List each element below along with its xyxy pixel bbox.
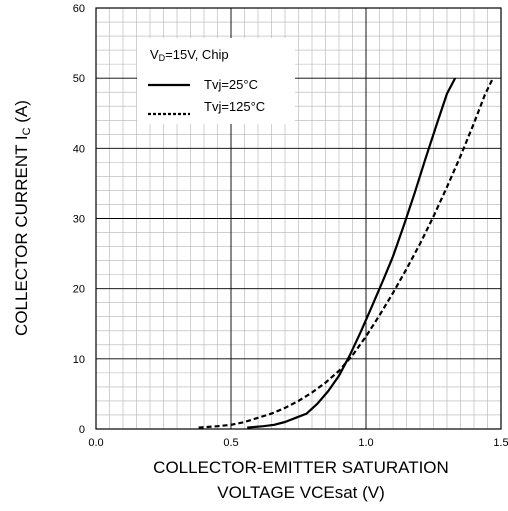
legend-label-125c: Tvj=125°C	[204, 99, 265, 114]
series-line-25c	[247, 77, 457, 429]
x-tick-label: 0.0	[88, 437, 103, 449]
x-tick-label: 0.5	[223, 437, 238, 449]
legend-label-25c: Tvj=25°C	[204, 77, 258, 92]
y-tick-label: 30	[73, 214, 85, 226]
legend-title-rest: =15V, Chip	[165, 47, 229, 62]
x-axis-title-line1: COLLECTOR-EMITTER SATURATION	[153, 458, 449, 477]
y-tick-labels: 0 10 20 30 40 50 60	[73, 3, 85, 436]
y-axis-title: COLLECTOR CURRENT IC (A)	[12, 100, 33, 336]
plot-frame	[95, 7, 502, 430]
y-tick-label: 20	[73, 284, 85, 296]
legend: VD=15V, Chip Tvj=25°C Tvj=125°C	[137, 38, 295, 124]
series-line-125c	[198, 77, 494, 429]
x-tick-label: 1.0	[358, 437, 373, 449]
legend-title: VD=15V, Chip	[150, 47, 229, 63]
x-tick-labels: 0.0 0.5 1.0 1.5	[88, 437, 508, 449]
y-axis-title-unit: (A)	[12, 100, 31, 127]
x-axis-title-line2: VOLTAGE VCEsat (V)	[217, 483, 385, 502]
y-tick-label: 50	[73, 73, 85, 85]
legend-box	[137, 38, 295, 124]
y-tick-label: 60	[73, 3, 85, 15]
legend-title-main: V	[150, 47, 159, 62]
y-tick-label: 10	[73, 354, 85, 366]
y-tick-label: 40	[73, 143, 85, 155]
series-layer	[198, 77, 494, 429]
y-axis-title-sub: C	[21, 127, 33, 135]
y-axis-title-main: COLLECTOR CURRENT I	[12, 135, 31, 336]
x-tick-label: 1.5	[493, 437, 508, 449]
legend-title-sub: D	[159, 53, 166, 63]
y-tick-label: 0	[79, 424, 85, 436]
